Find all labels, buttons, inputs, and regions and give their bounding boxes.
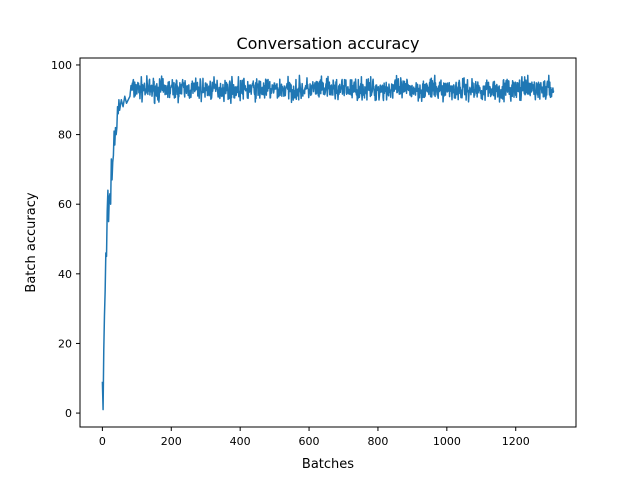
y-tick-label: 40 (58, 268, 72, 281)
plot-lines (101, 74, 555, 411)
x-tick-label: 1200 (502, 435, 530, 448)
y-tick-label: 60 (58, 198, 72, 211)
chart-title: Conversation accuracy (236, 34, 419, 53)
x-tick-label: 400 (230, 435, 251, 448)
x-tick-label: 800 (367, 435, 388, 448)
plot-frame (79, 57, 577, 428)
y-tick-label: 20 (58, 337, 72, 350)
y-tick-label: 0 (65, 407, 72, 420)
series-line (101, 74, 555, 411)
x-tick-label: 600 (299, 435, 320, 448)
y-axis: 0 20 40 60 80 100 (51, 59, 80, 420)
x-axis: 0 200 400 600 800 1000 1200 (99, 427, 530, 448)
y-tick-label: 80 (58, 129, 72, 142)
x-axis-label: Batches (302, 457, 354, 472)
x-tick-label: 200 (161, 435, 182, 448)
x-tick-label: 1000 (433, 435, 461, 448)
x-tick-label: 0 (99, 435, 106, 448)
y-axis-label: Batch accuracy (24, 192, 39, 292)
y-tick-label: 100 (51, 59, 72, 72)
